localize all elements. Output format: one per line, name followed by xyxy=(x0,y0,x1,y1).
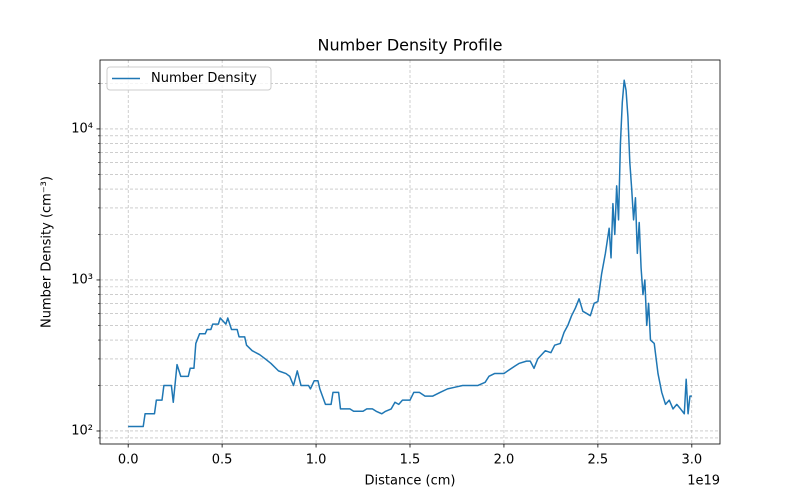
y-tick-label: 10⁴ xyxy=(71,121,93,136)
legend: Number Density xyxy=(106,66,272,91)
x-axis-label: Distance (cm) xyxy=(365,474,456,489)
x-offset-label: 1e19 xyxy=(687,474,720,489)
data-line xyxy=(128,79,692,428)
x-tick-label: 2.0 xyxy=(494,453,515,468)
x-tick-label: 0.0 xyxy=(118,453,139,468)
x-tick-label: 3.0 xyxy=(681,453,702,468)
y-tick-label: 10³ xyxy=(71,272,93,287)
x-tick-label: 2.5 xyxy=(588,453,609,468)
y-tick-label: 10² xyxy=(71,423,93,438)
chart-title: Number Density Profile xyxy=(317,36,502,55)
axes-frame xyxy=(99,59,721,445)
legend-box xyxy=(106,66,272,91)
x-tick-label: 0.5 xyxy=(212,453,233,468)
x-tick-label: 1.5 xyxy=(400,453,421,468)
x-tick-label: 1.0 xyxy=(306,453,327,468)
legend-label: Number Density xyxy=(151,71,257,86)
y-axis-label: Number Density (cm⁻³) xyxy=(40,176,55,328)
